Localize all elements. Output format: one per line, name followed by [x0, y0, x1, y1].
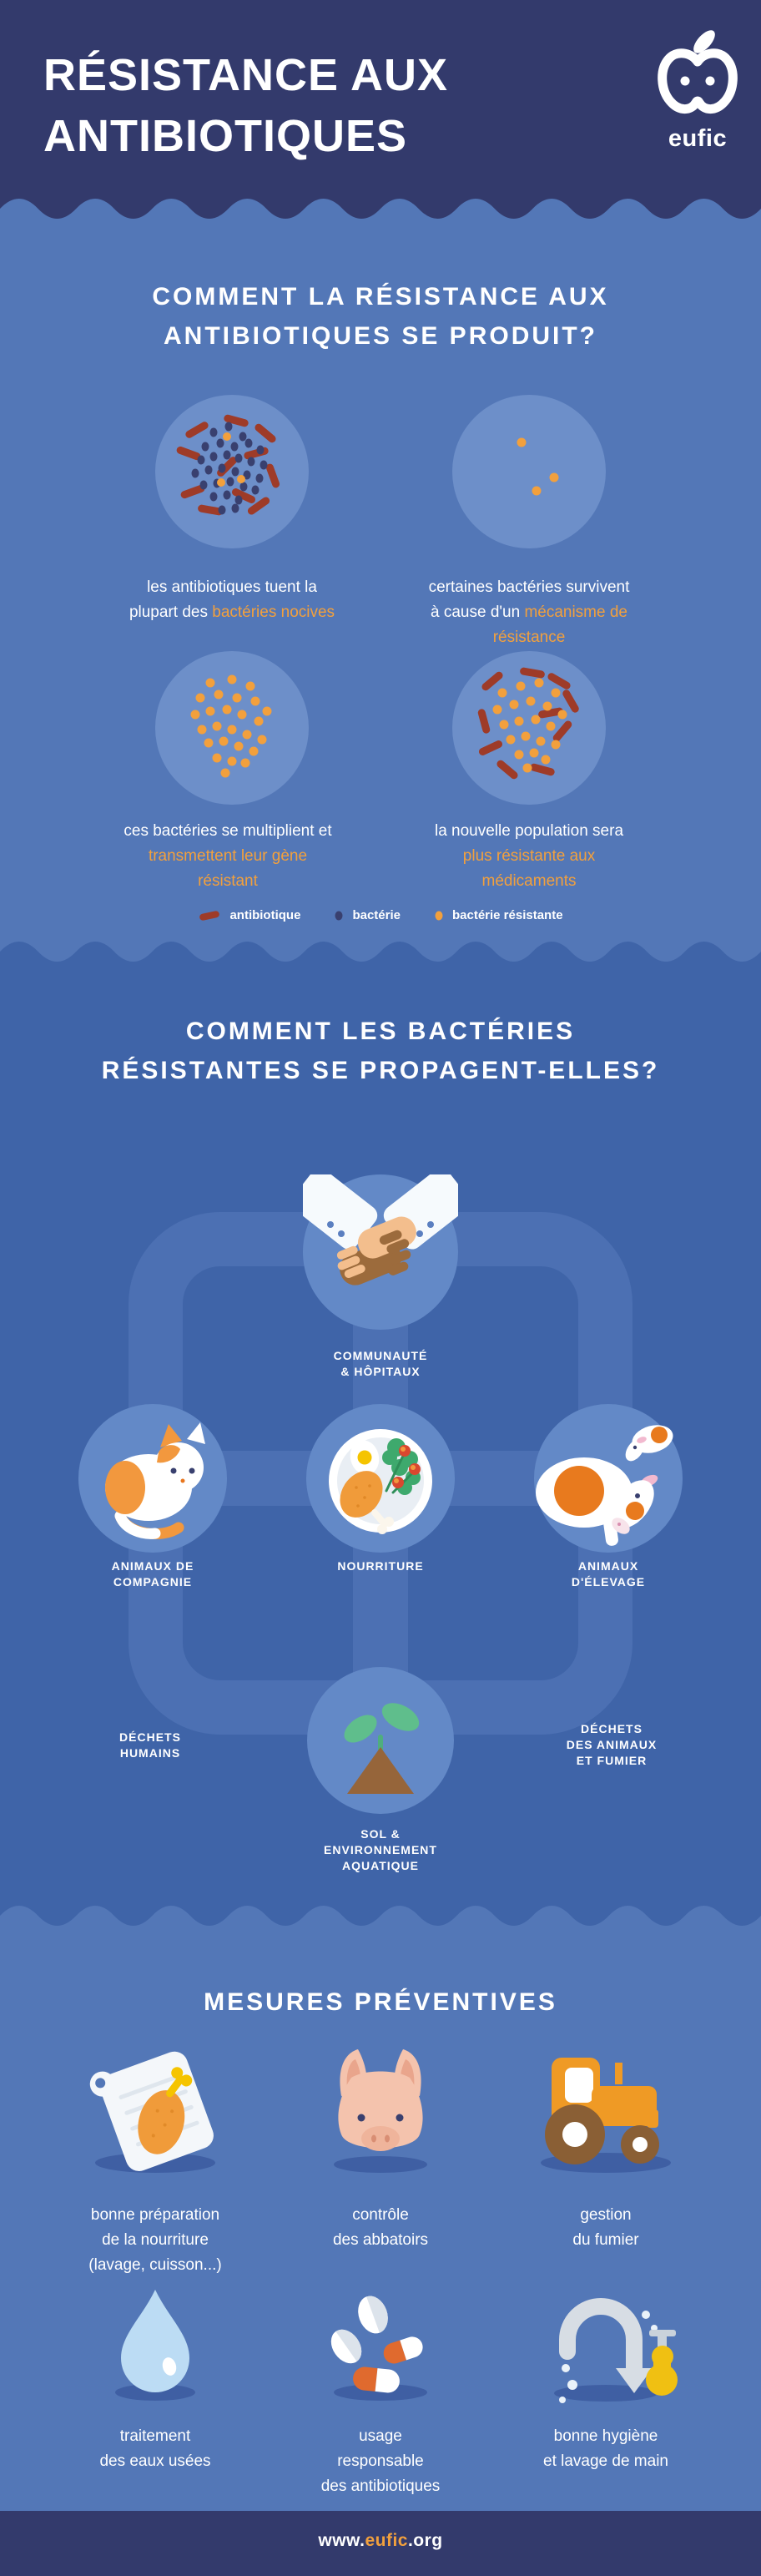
wave-divider: [0, 942, 761, 962]
pig-icon: [334, 2049, 427, 2173]
meal-icon: [329, 1429, 432, 1534]
sprout-icon: [344, 1703, 420, 1794]
handshake-icon: [303, 1174, 458, 1285]
bacteria-survivors-icon: [517, 437, 559, 496]
step-caption: les antibiotiques tuent la plupart des b…: [129, 578, 335, 621]
pills-icon: [330, 2296, 427, 2401]
footer-url: www.eufic.org: [318, 2531, 443, 2550]
wave-divider: [0, 199, 761, 219]
node-circle-soil: [307, 1667, 454, 1814]
bacteria-multiply-icon: [190, 674, 272, 778]
preventive-item-label: bonne préparation de la nourriture (lava…: [88, 2206, 222, 2274]
footer-section: www.eufic.org: [0, 2511, 761, 2576]
cat-icon: [105, 1422, 205, 1539]
legend-label: bactérie: [352, 908, 401, 922]
preventive-item-label: traitement des eaux usées: [99, 2427, 211, 2470]
preventive-item-icon: [303, 2275, 458, 2404]
eufic-apple-icon: [658, 30, 738, 114]
step-caption: ces bactéries se multiplient et transmet…: [123, 822, 332, 890]
node-label-livestock: ANIMAUX D'ÉLEVAGE: [571, 1559, 646, 1589]
antibiotic-icon: [199, 910, 220, 921]
node-circle-community: [303, 1174, 458, 1330]
eufic-logo: eufic: [654, 28, 741, 153]
preventive-item-label: bonne hygiène et lavage de main: [543, 2427, 668, 2470]
legend-item: bactérie résistante: [434, 908, 563, 922]
preventive-item-icon: [78, 2275, 233, 2404]
step-circle: [155, 395, 309, 548]
how-occurs-section: COMMENT LA RÉSISTANCE AUX ANTIBIOTIQUES …: [0, 199, 761, 952]
preventive-item-icon: [524, 2275, 688, 2404]
legend-item: antibiotique: [198, 908, 300, 922]
tractor-icon: [541, 2058, 671, 2173]
footer-brand: eufic: [365, 2531, 408, 2550]
step-caption: la nouvelle population sera plus résista…: [434, 822, 624, 890]
preventive-item-label: usage responsable des antibiotiques: [320, 2427, 441, 2495]
step-caption: certaines bactéries survivent à cause d'…: [428, 578, 630, 646]
step-circle: [155, 651, 309, 805]
preventive-item-icon: [303, 2041, 458, 2174]
node-label-community: COMMUNAUTÉ & HÔPITAUX: [333, 1349, 428, 1378]
hand-washing-icon: [554, 2298, 678, 2403]
bacteria-icon: [335, 911, 343, 920]
wave-divider: [0, 1906, 761, 1926]
preventive-section: MESURES PRÉVENTIVES: [0, 1906, 761, 2511]
node-label-pets: ANIMAUX DE COMPAGNIE: [111, 1559, 194, 1589]
cutting-board-icon: [89, 2051, 215, 2173]
legend-label: antibiotique: [229, 908, 301, 922]
node-circle-livestock: [534, 1404, 683, 1553]
preventive-item-label: contrôle des abbatoirs: [332, 2206, 429, 2249]
bacteria-killed-icon: [176, 414, 280, 516]
resistant-population-icon: [477, 667, 579, 780]
node-circle-food: [306, 1404, 455, 1553]
legend-item: bactérie: [334, 908, 401, 922]
preventive-item-label: gestion du fumier: [572, 2206, 639, 2249]
how-occurs-heading: COMMENT LA RÉSISTANCE AUX ANTIBIOTIQUES …: [152, 283, 609, 350]
water-drop-icon: [115, 2290, 195, 2401]
cow-icon: [536, 1425, 673, 1546]
header-section: RÉSISTANCE AUX ANTIBIOTIQUES eufic: [0, 0, 761, 209]
legend-label: bactérie résistante: [451, 908, 563, 922]
preventive-item-icon: [527, 2041, 685, 2174]
preventive-item-icon: [76, 2041, 234, 2174]
how-spreads-heading: COMMENT LES BACTÉRIES RÉSISTANTES SE PRO…: [101, 1018, 660, 1084]
legend: antibiotique bactérie bactérie résistant…: [0, 908, 761, 922]
preventive-heading: MESURES PRÉVENTIVES: [204, 1988, 557, 2016]
resistant-bacteria-icon: [435, 911, 443, 920]
node-label-human-waste: DÉCHETS HUMAINS: [119, 1730, 181, 1760]
how-spreads-section: COMMENT LES BACTÉRIES RÉSISTANTES SE PRO…: [0, 942, 761, 1916]
node-label-soil: SOL & ENVIRONNEMENT AQUATIQUE: [324, 1827, 437, 1872]
node-label-food: NOURRITURE: [337, 1559, 424, 1573]
eufic-brand-text: eufic: [668, 125, 728, 152]
step-circle: [452, 651, 606, 805]
step-circle: [452, 395, 606, 548]
page-title: RÉSISTANCE AUX ANTIBIOTIQUES: [43, 50, 449, 161]
node-circle-pets: [78, 1404, 227, 1553]
node-label-animal-waste: DÉCHETS DES ANIMAUX ET FUMIER: [566, 1722, 658, 1767]
